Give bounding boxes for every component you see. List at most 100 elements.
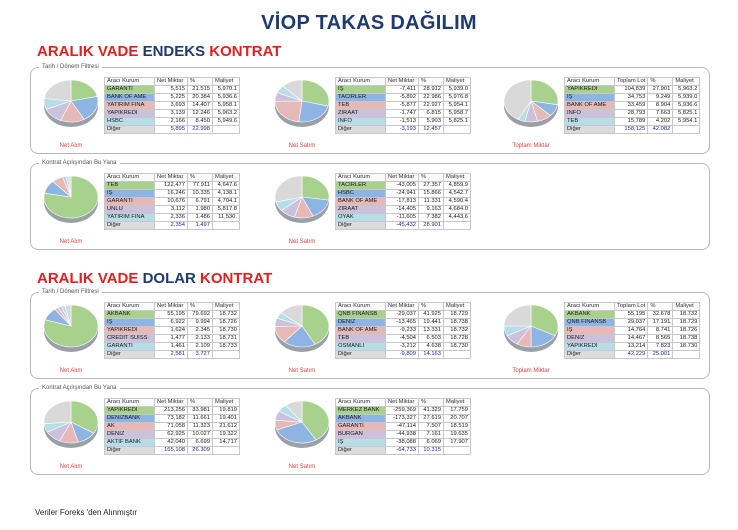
quantity-cell: -9,233 [385, 326, 419, 335]
percent-cell: 10.027 [187, 430, 213, 439]
quantity-cell: -5,892 [385, 93, 419, 102]
quantity-cell: -64,733 [385, 446, 419, 455]
quantity-cell: -3,193 [385, 125, 419, 134]
percent-cell: 2.109 [187, 342, 213, 351]
table-row: HSBC -24,941 15.866 4,542.7 [335, 189, 471, 198]
broker-name: YAPIKREDİ [564, 85, 615, 94]
table-row: OYAK -11,605 7.382 4,443.6 [335, 213, 471, 222]
broker-name: ZİRAAT [335, 109, 386, 118]
broker-name: İNFO [335, 117, 386, 126]
quantity-cell: -9,809 [385, 350, 419, 359]
cost-cell: 5,958.7 [443, 109, 471, 118]
percent-cell: 10.335 [187, 189, 213, 198]
column-header: Maliyet [212, 398, 240, 407]
percent-cell: 79.692 [187, 310, 213, 319]
broker-name: Diğer [564, 125, 615, 134]
table-row: İŞ -38,088 6.069 17.907 [335, 438, 471, 447]
data-panel: Tarih / Dönem Filtresi Net Alım Aracı Kuru… [30, 62, 710, 154]
broker-name: BANK OF AME [564, 101, 615, 110]
heading-instrument: DOLAR [142, 270, 196, 287]
column-header: % [418, 77, 444, 86]
broker-table: Aracı Kurum Net Miktar% Maliyet İŞ -7,411 28.… [335, 77, 471, 134]
table-row: DENİZ 14,467 8.565 18.738 [564, 334, 701, 343]
quantity-cell: -1,747 [385, 109, 419, 118]
cost-cell: 18.738 [672, 334, 701, 343]
percent-cell: 19.441 [418, 318, 444, 327]
quantity-cell: -259,369 [385, 406, 419, 415]
quantity-cell: -173,327 [385, 414, 419, 423]
percent-cell: 21.515 [187, 85, 213, 94]
pie-caption: Net Satım [288, 464, 316, 470]
percent-cell: 20.384 [187, 93, 213, 102]
table-header-row: Aracı Kurum Net Miktar% Maliyet [335, 302, 471, 311]
percent-cell: 42.082 [647, 125, 674, 134]
heading-prefix: ARALIK VADE [37, 43, 143, 60]
column-header: % [418, 302, 444, 311]
pie-caption: Net Satım [288, 143, 316, 149]
broker-name: AK [104, 422, 155, 431]
column-header: Net Miktar [385, 302, 419, 311]
table-header-row: Aracı Kurum Net Miktar% Maliyet [335, 398, 471, 407]
broker-name: YAPIKREDİ [104, 109, 155, 118]
percent-cell: 12.246 [187, 109, 213, 118]
column-header: Maliyet [212, 77, 240, 86]
broker-name: ÜNLÜ [104, 205, 155, 214]
broker-table: Aracı Kurum Toplam Lot% Maliyet AKBANK 55,19… [564, 302, 701, 359]
cost-cell: 18.519 [443, 422, 471, 431]
table-row: TEB 15,789 4.202 5,954.1 [564, 117, 701, 126]
table-row: YATIRIM FİNA 2,336 1.486 11,530. [104, 213, 240, 222]
column-header: Aracı Kurum [335, 398, 386, 407]
percent-cell: 17.191 [647, 318, 674, 327]
quantity-cell: 5,895 [154, 125, 188, 134]
broker-table: Aracı Kurum Net Miktar% Maliyet TACİRLER -43… [335, 173, 471, 230]
table-row: AKBANK 55,195 32.678 18.732 [564, 310, 701, 319]
broker-name: ZİRAAT [335, 205, 386, 214]
pie-chart [41, 174, 101, 226]
table-header-row: Aracı Kurum Net Miktar% Maliyet [104, 302, 240, 311]
pie-slice [68, 175, 72, 198]
broker-name: Diğer [335, 221, 386, 230]
table-row: İNFO 28,793 7.663 5,825.1 [564, 109, 701, 118]
pie-slice [301, 79, 330, 107]
table-row: ÜNLÜ 3,112 1.980 5,817.8 [104, 205, 240, 214]
broker-name: DENİZBANK [104, 414, 155, 423]
panel-label: Kontrat Açılışından Bu Yana [39, 383, 120, 393]
table-header-row: Aracı Kurum Toplam Lot% Maliyet [564, 302, 701, 311]
percent-cell: 1.980 [187, 205, 213, 214]
table-row: QNB FİNANSB -29,037 41.925 18.729 [335, 310, 471, 319]
table-row: DENİZ 62,925 10.027 19.322 [104, 430, 240, 439]
pie-caption: Net Alım [59, 464, 83, 470]
table-header-row: Aracı Kurum Net Miktar% Maliyet [335, 77, 471, 86]
cost-cell: 18.732 [672, 310, 701, 319]
table-row: ZİRAAT -14,405 9.163 4,684.0 [335, 205, 471, 214]
percent-cell: 4.202 [647, 117, 674, 126]
cost-cell: 17.759 [443, 406, 471, 415]
percent-cell: 11.323 [187, 422, 213, 431]
column-header: Net Miktar [385, 398, 419, 407]
broker-name: QNB FİNANSB [335, 310, 386, 319]
cost-cell: 4,684.0 [443, 205, 471, 214]
data-panel: Tarih / Dönem Filtresi Net Alım Aracı Kuru… [30, 287, 710, 379]
page-title: VİOP TAKAS DAĞILIM [261, 12, 477, 34]
table-row: TACİRLER -43,005 27.357 4,859.9 [335, 181, 471, 190]
broker-name: DENİZ [564, 334, 615, 343]
pie-chart [41, 303, 101, 355]
pie-slice [282, 79, 303, 102]
percent-cell: 6.699 [187, 438, 213, 447]
column-header: Maliyet [212, 302, 240, 311]
percent-cell: 27.357 [418, 181, 444, 190]
column-header: Maliyet [443, 398, 471, 407]
percent-cell: 41.329 [418, 406, 444, 415]
quantity-cell: 16,246 [154, 189, 188, 198]
quantity-cell: 29,037 [613, 318, 649, 327]
cost-cell: 5,949.6 [212, 117, 240, 126]
cost-cell [212, 350, 240, 359]
broker-table: Aracı Kurum Net Miktar% Maliyet YAPIKREDİ 21… [104, 398, 240, 455]
column-header: % [418, 173, 444, 182]
broker-name: CREDIT SUISS [104, 334, 155, 343]
table-row: YAPIKREDİ 213,256 33.981 19.819 [104, 406, 240, 415]
cost-cell: 5,954.1 [443, 101, 471, 110]
percent-cell: 8.565 [647, 334, 674, 343]
column-header: % [418, 398, 444, 407]
heading-suffix: KONTRAT [205, 43, 282, 60]
